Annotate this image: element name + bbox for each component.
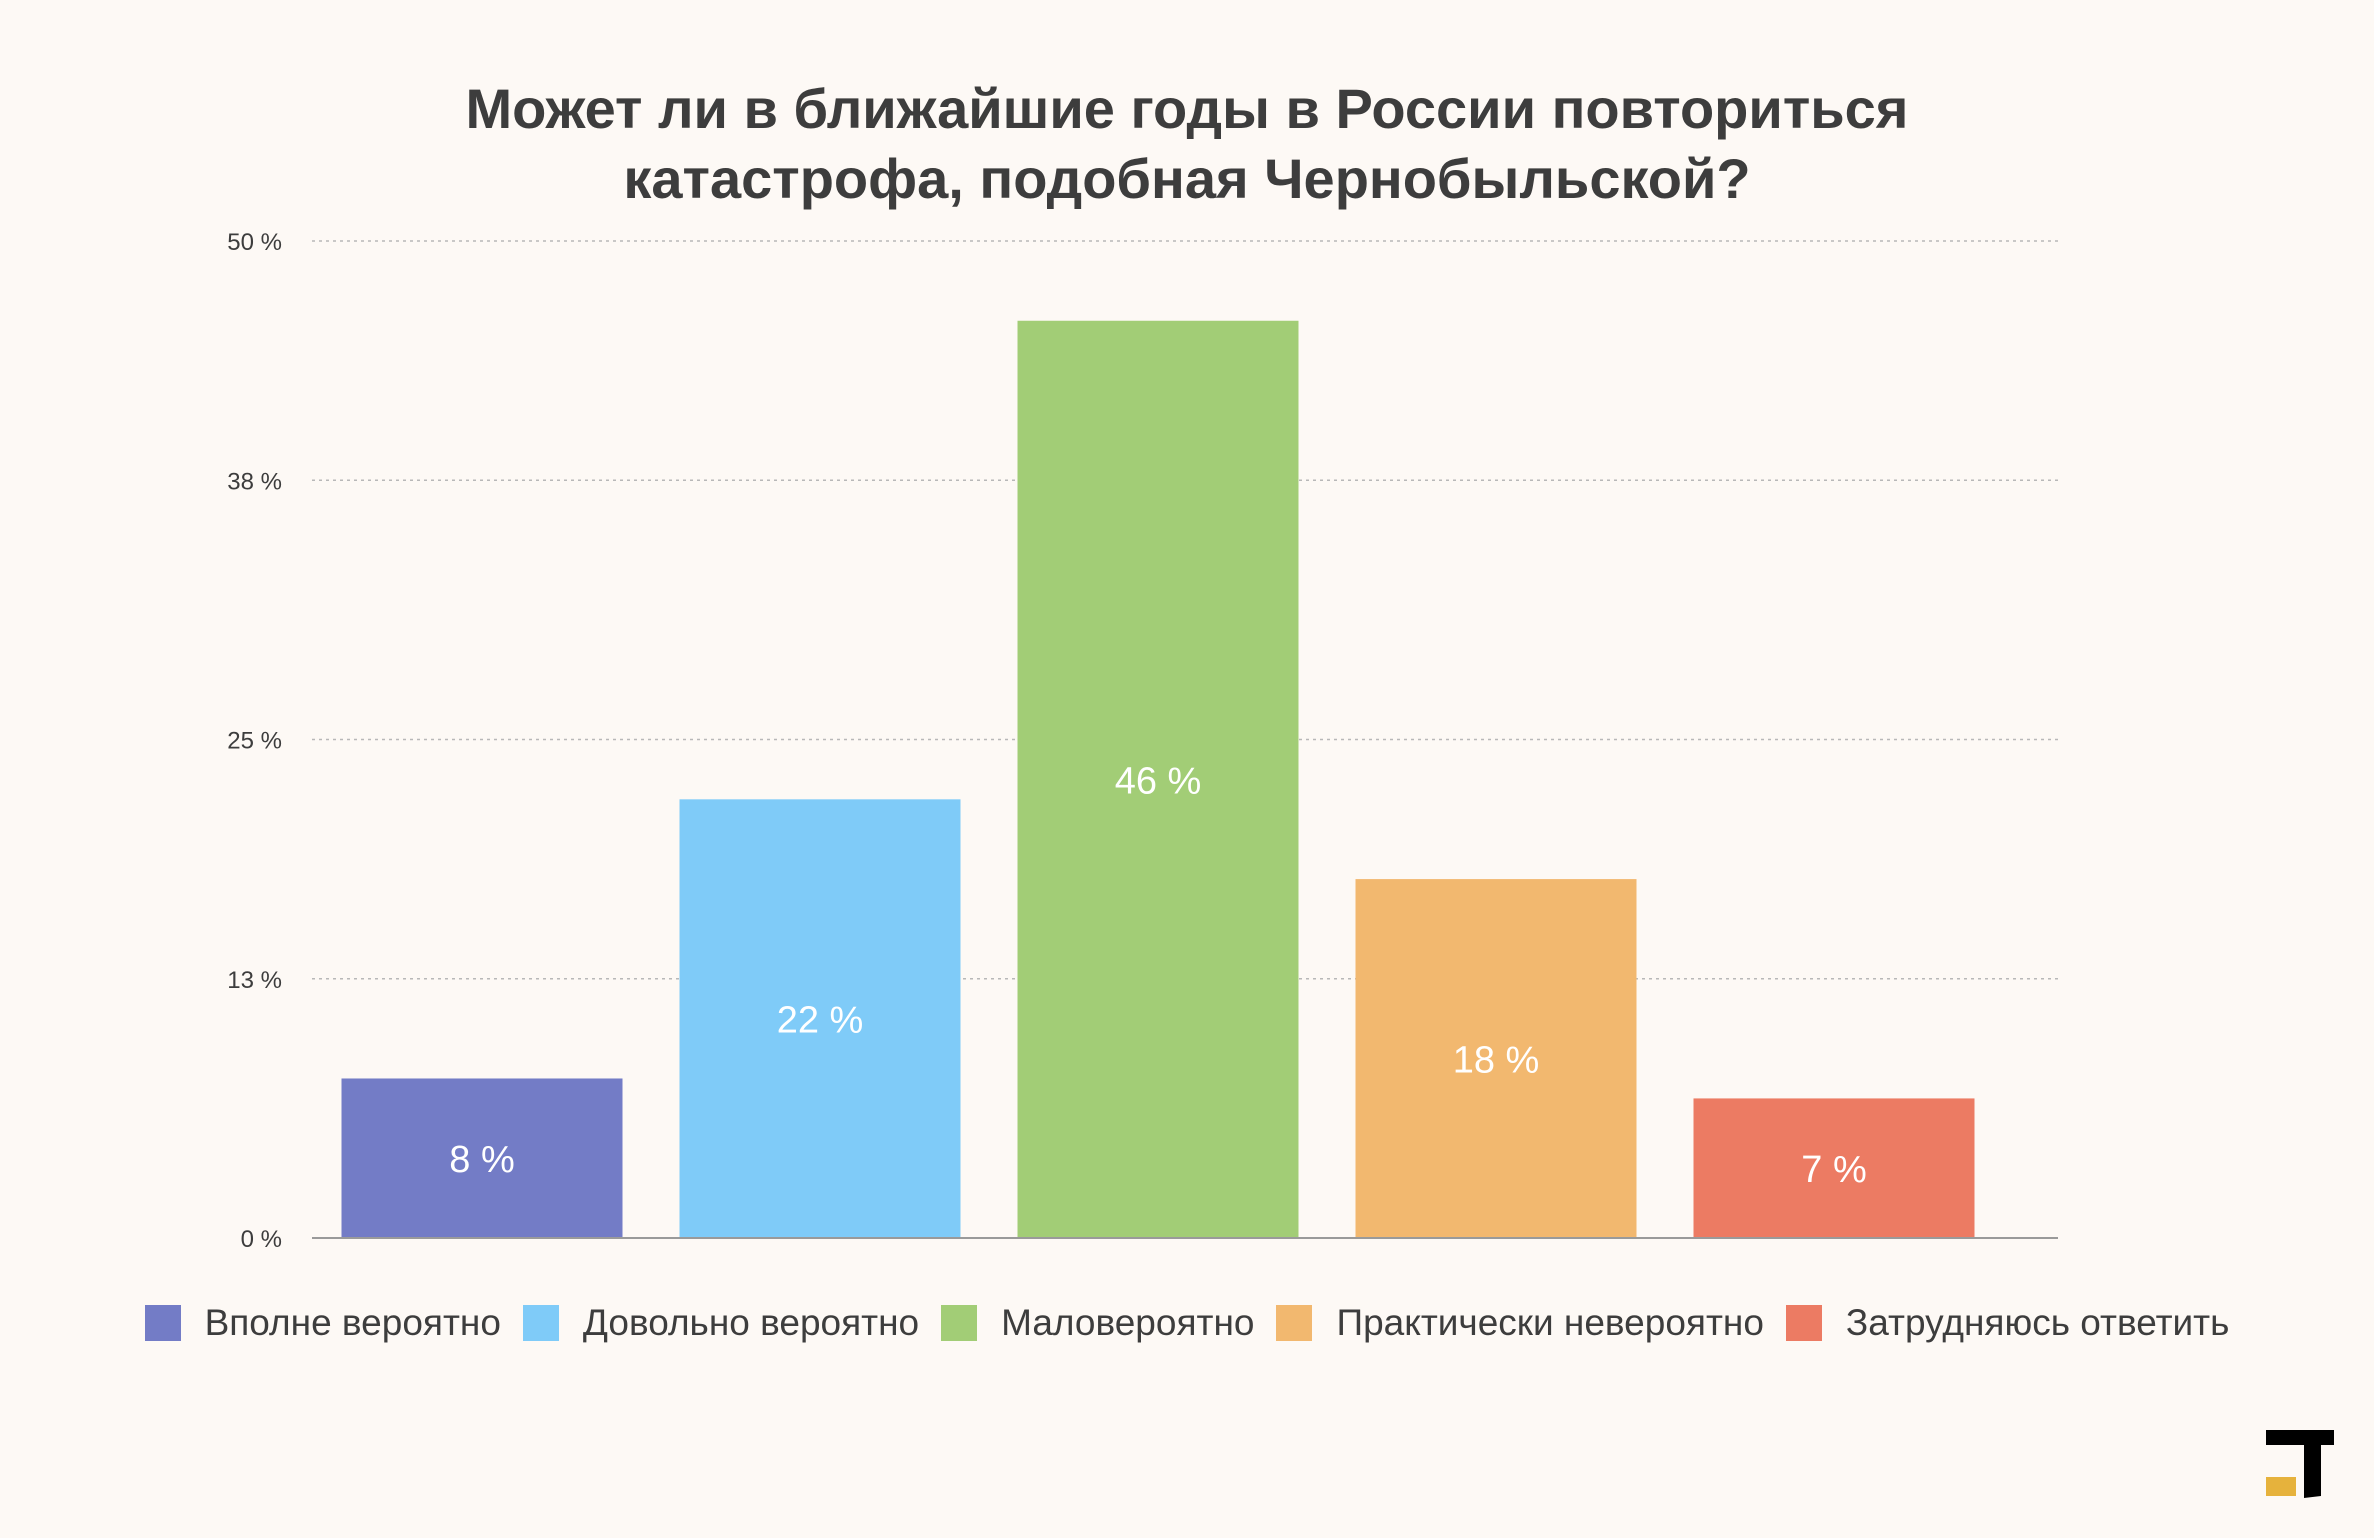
bar-value-label: 46 % [1115,760,1202,802]
legend: Вполне вероятно Довольно вероятно Маловеро… [0,1302,2374,1344]
legend-item: Маловероятно [941,1302,1254,1344]
chart-title-line-2: катастрофа, подобная Чернобыльской? [623,147,1751,210]
chart-title: Может ли в ближайшие годы в России повто… [0,74,2374,214]
bar-value-label: 18 % [1453,1040,1540,1082]
legend-swatch [144,1305,181,1341]
legend-label: Довольно вероятно [582,1302,920,1343]
legend-label: Маловероятно [1001,1302,1255,1343]
bar-value-label: 8 % [449,1139,514,1181]
t-journal-logo-icon [2266,1430,2334,1498]
bar-value-labels: 8 % 22 % 46 % 18 % 7 % [449,760,1866,1191]
y-tick-label: 38 % [227,468,282,495]
y-tick-label: 25 % [227,728,282,755]
legend-item: Практически невероятно [1276,1302,1764,1344]
bar-value-label: 7 % [1801,1149,1866,1191]
y-tick-label: 13 % [227,967,282,994]
legend-item: Затрудняюсь ответить [1785,1302,2230,1344]
y-tick-label: 50 % [227,229,282,256]
bar-4 [1355,879,1637,1238]
legend-label: Вполне вероятно [204,1302,501,1343]
y-tick-label: 0 % [241,1226,282,1253]
chart-title-line-1: Может ли в ближайшие годы в России повто… [465,77,1909,140]
legend-label: Практически невероятно [1336,1302,1764,1343]
legend-swatch [522,1305,559,1341]
bar-value-label: 22 % [777,1000,864,1042]
legend-item: Вполне вероятно [144,1302,501,1344]
legend-swatch [941,1305,978,1341]
bar-2 [679,799,961,1238]
y-axis-ticks: 0 % 13 % 25 % 38 % 50 % [227,229,282,1253]
bar-3 [1017,320,1299,1238]
bar-1 [341,1078,623,1238]
legend-swatch [1276,1305,1313,1341]
bar-5 [1693,1098,1975,1238]
legend-label: Затрудняюсь ответить [1845,1302,2230,1343]
bars [341,320,1975,1238]
legend-swatch [1785,1305,1822,1341]
legend-item: Довольно вероятно [522,1302,920,1344]
